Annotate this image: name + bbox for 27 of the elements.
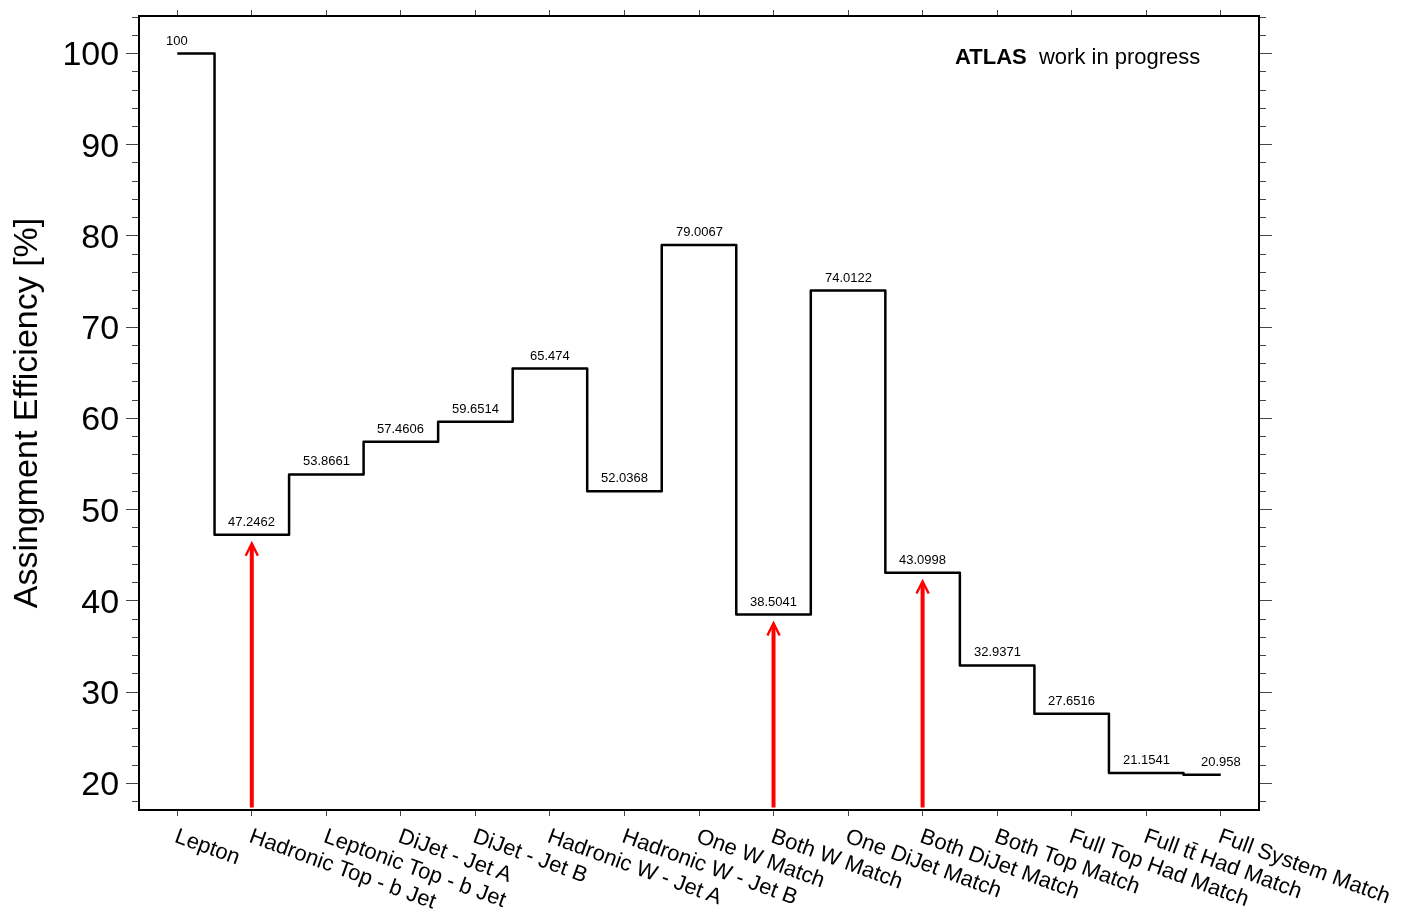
y-tick-label: 80 [81, 216, 120, 255]
data-label: 59.6514 [452, 401, 499, 416]
y-tick-label: 90 [81, 125, 120, 164]
y-tick-label: 40 [81, 581, 120, 620]
data-label: 32.9371 [974, 644, 1021, 659]
data-label: 47.2462 [228, 514, 275, 529]
data-label: 74.0122 [825, 270, 872, 285]
y-tick-label: 60 [81, 399, 120, 438]
y-axis-title: Assingment Efficiency [%] [5, 217, 44, 609]
data-label: 100 [166, 33, 188, 48]
y-tick-label: 20 [81, 764, 120, 803]
data-label: 38.5041 [750, 594, 797, 609]
y-tick-label: 100 [62, 34, 120, 73]
data-label: 79.0067 [676, 224, 723, 239]
annotation: ATLAS work in progress [955, 44, 1201, 69]
data-label: 20.958 [1201, 754, 1241, 769]
y-tick-label: 50 [81, 490, 120, 529]
data-label: 57.4606 [377, 421, 424, 436]
y-tick-label: 70 [81, 308, 120, 347]
y-tick-label: 30 [81, 673, 120, 712]
data-label: 43.0998 [899, 552, 946, 567]
data-label: 53.8661 [303, 453, 350, 468]
data-label: 52.0368 [601, 470, 648, 485]
data-label: 65.474 [530, 348, 570, 363]
data-label: 21.1541 [1123, 752, 1170, 767]
x-tick-label: Lepton [171, 822, 244, 870]
data-label: 27.6516 [1048, 693, 1095, 708]
